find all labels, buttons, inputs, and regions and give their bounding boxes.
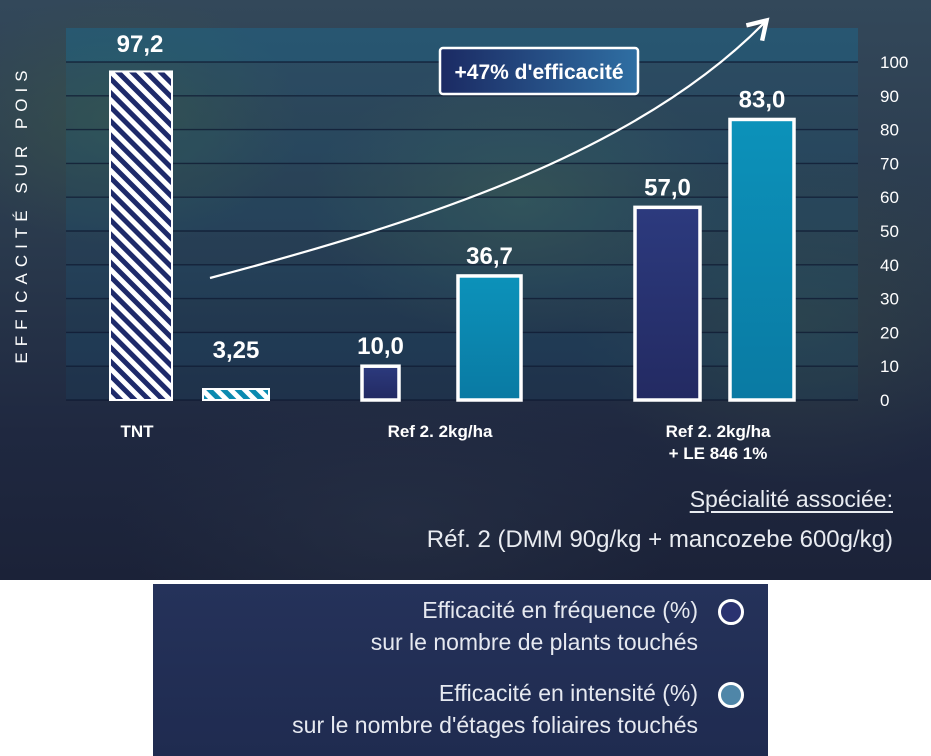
bar-frequency xyxy=(109,70,173,402)
bar-frequency xyxy=(633,205,702,402)
data-label-frequency: 57,0 xyxy=(644,174,691,201)
legend-item-intensity: Efficacité en intensité (%) sur le nombr… xyxy=(292,677,698,741)
y-axis-label: EFFICACITÉ SUR POIS xyxy=(12,64,31,364)
y-tick-label: 100 xyxy=(880,53,908,72)
grid-band xyxy=(66,95,858,130)
y-tick-label: 80 xyxy=(880,121,899,140)
legend: Efficacité en fréquence (%) sur le nombr… xyxy=(153,584,768,756)
y-tick-label: 50 xyxy=(880,222,899,241)
efficacy-gain-badge: +47% d'efficacité xyxy=(438,46,640,96)
data-label-frequency: 97,2 xyxy=(117,31,164,58)
y-tick-label: 90 xyxy=(880,87,899,106)
y-tick-label: 0 xyxy=(880,391,889,410)
y-tick-label: 20 xyxy=(880,323,899,342)
legend-frequency-swatch xyxy=(718,599,744,625)
data-label-intensity: 36,7 xyxy=(466,243,513,270)
legend-intensity-line1: Efficacité en intensité (%) xyxy=(438,680,698,706)
bar-intensity xyxy=(456,274,523,402)
bar-frequency xyxy=(360,364,401,402)
legend-item-frequency: Efficacité en fréquence (%) sur le nombr… xyxy=(371,594,698,658)
trend-arrow xyxy=(209,17,770,280)
y-tick-label: 60 xyxy=(880,188,899,207)
grid-band xyxy=(66,231,858,265)
y-tick-label: 70 xyxy=(880,154,899,173)
x-tick-label: Ref 2. 2kg/ha xyxy=(666,422,771,441)
specialty-value: Réf. 2 (DMM 90g/kg + mancozebe 600g/kg) xyxy=(426,526,893,553)
data-label-frequency: 10,0 xyxy=(357,333,404,360)
x-tick-label: TNT xyxy=(120,422,154,441)
specialty-label: Spécialité associée: xyxy=(689,486,893,512)
bar-intensity xyxy=(728,117,796,402)
chart-background: 0 10 20 30 40 50 60 70 80 90 100 97,2 3,25 10,0 36,7 5… xyxy=(0,0,931,580)
x-tick-label: + LE 846 1% xyxy=(669,444,768,463)
x-tick-label: Ref 2. 2kg/ha xyxy=(388,422,493,441)
legend-intensity-line2: sur le nombre d'étages foliaires touchés xyxy=(292,712,698,738)
legend-frequency-line2: sur le nombre de plants touchés xyxy=(370,629,698,655)
y-tick-label: 40 xyxy=(880,256,899,275)
data-label-intensity: 3,25 xyxy=(213,337,260,364)
efficacy-gain-text: +47% d'efficacité xyxy=(455,61,624,84)
grid-band xyxy=(66,163,858,198)
grid-band xyxy=(66,129,858,164)
y-tick-label: 10 xyxy=(880,357,899,376)
legend-intensity-swatch xyxy=(718,682,744,708)
grid-band xyxy=(66,197,858,231)
bar-chart: 0 10 20 30 40 50 60 70 80 90 100 97,2 3,25 10,0 36,7 5… xyxy=(66,17,908,463)
data-label-intensity: 83,0 xyxy=(739,86,786,113)
bar-intensity xyxy=(202,388,270,402)
legend-frequency-line1: Efficacité en fréquence (%) xyxy=(422,597,698,623)
y-tick-label: 30 xyxy=(880,290,899,309)
